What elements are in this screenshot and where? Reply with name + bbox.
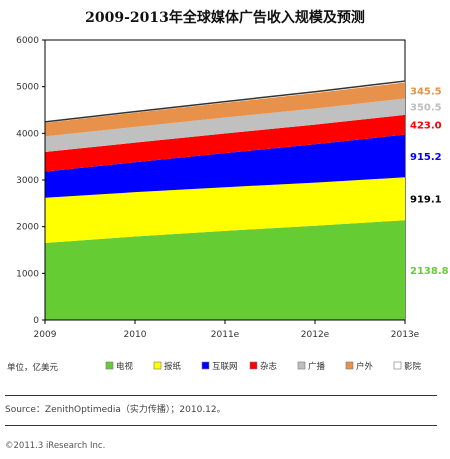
legend-swatch xyxy=(105,361,114,370)
end-value-label: 2138.8 xyxy=(410,266,449,277)
x-tick-label: 2012e xyxy=(301,330,330,340)
end-value-label: 423.0 xyxy=(410,121,442,132)
axes: 0 1000 2000 3000 4000 5000 6000 2009 2010 2011e 20… xyxy=(16,36,420,340)
legend-swatch xyxy=(249,361,258,370)
x-tick-label: 2009 xyxy=(34,330,57,340)
x-tick-label: 2013e xyxy=(391,330,420,340)
x-tick-label: 2010 xyxy=(124,330,147,340)
legend-swatch xyxy=(393,361,402,370)
end-value-label: 345.5 xyxy=(410,86,442,97)
end-labels: 2138.8 919.1 915.2 423.0 350.5 345.5 xyxy=(410,86,449,277)
divider-bottom xyxy=(5,425,437,426)
legend-swatch xyxy=(345,361,354,370)
area-series-1 xyxy=(45,220,405,320)
source-note: Source：ZenithOptimedia（实力传播）；2010.12。 xyxy=(5,405,226,415)
legend-label: 杂志 xyxy=(260,361,278,372)
y-tick-label: 0 xyxy=(33,316,39,326)
area-series-5 xyxy=(45,98,405,152)
end-value-label: 919.1 xyxy=(410,195,442,206)
copyright-note: ©2011.3 iResearch Inc. xyxy=(5,441,106,451)
divider-top xyxy=(5,395,437,396)
area-series-2 xyxy=(45,177,405,243)
legend-label: 互联网 xyxy=(212,362,238,372)
legend-label: 广播 xyxy=(308,361,326,372)
legend-swatch xyxy=(201,361,210,370)
end-value-label: 350.5 xyxy=(410,103,442,114)
chart-title: 2009-2013年全球媒体广告收入规模及预测 xyxy=(85,9,365,26)
x-tick-label: 2011e xyxy=(211,330,240,340)
unit-label: 单位，亿美元 xyxy=(7,362,59,373)
y-tick-label: 6000 xyxy=(16,36,39,46)
stack-top-outline xyxy=(44,80,406,123)
chart: 2009-2013年全球媒体广告收入规模及预测 0 1000 2000 3000 400… xyxy=(7,9,449,373)
legend-label: 报纸 xyxy=(164,361,182,372)
legend-swatch xyxy=(297,361,306,370)
y-tick-label: 3000 xyxy=(16,176,39,186)
y-tick-label: 2000 xyxy=(16,223,39,233)
area-series-4 xyxy=(45,114,405,172)
legend-swatch xyxy=(153,361,162,370)
plot-area xyxy=(44,39,406,321)
y-tick-label: 5000 xyxy=(16,83,39,93)
legend-label: 影院 xyxy=(404,361,422,372)
y-tick-label: 4000 xyxy=(16,129,39,139)
legend-label: 电视 xyxy=(116,361,134,372)
end-value-label: 915.2 xyxy=(410,152,442,163)
y-tick-label: 1000 xyxy=(16,269,39,279)
legend: 单位，亿美元 电视 报纸 互联网 杂志 广播 户外 影院 xyxy=(7,361,422,373)
legend-label: 户外 xyxy=(356,361,374,372)
area-series-3 xyxy=(45,134,405,198)
area-series-6 xyxy=(45,82,405,137)
